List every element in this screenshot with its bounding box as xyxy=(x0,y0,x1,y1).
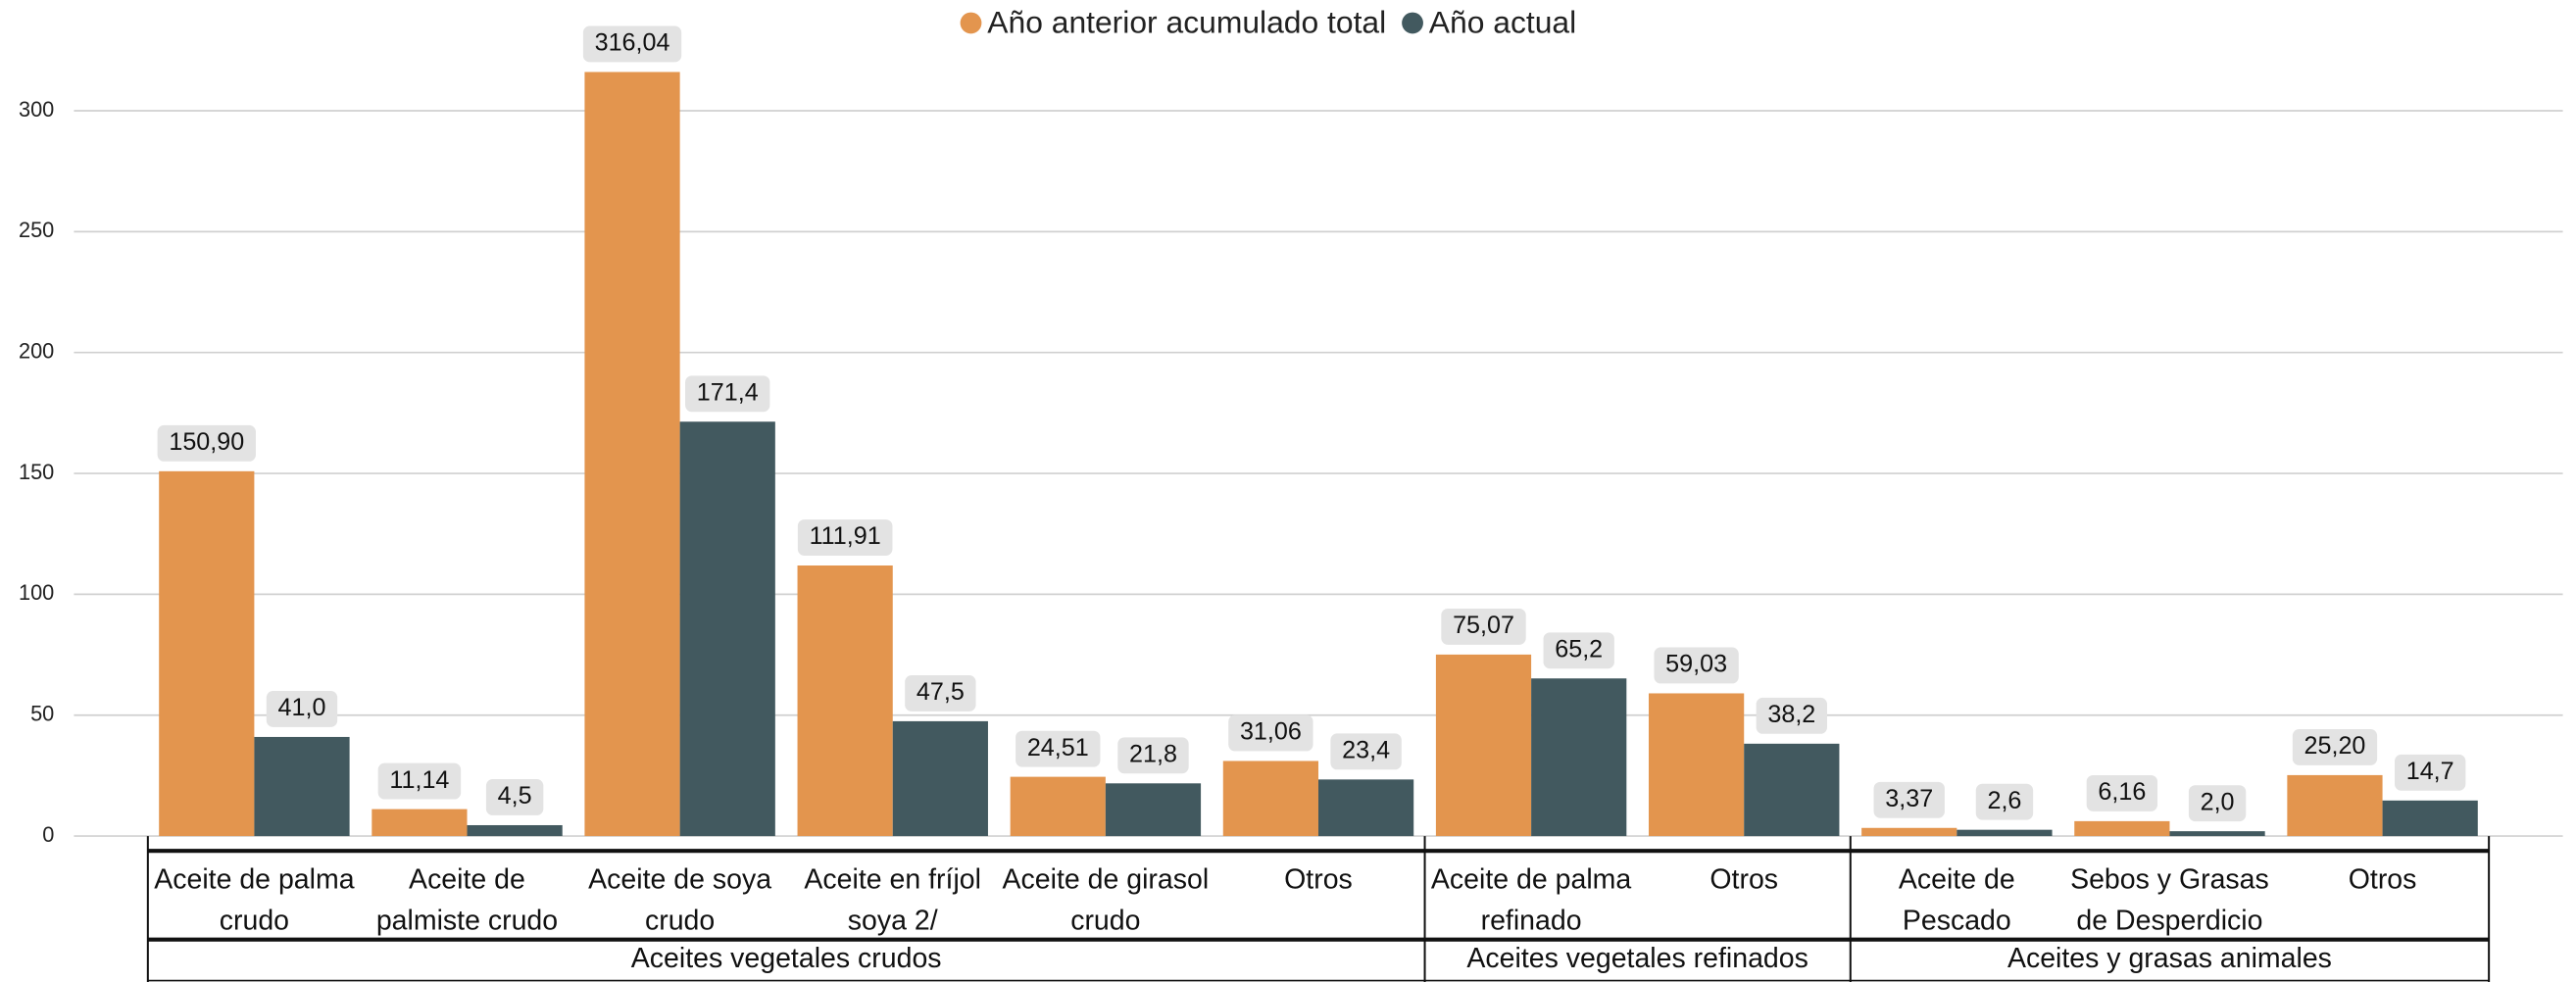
value-label-bg xyxy=(2394,754,2466,791)
bar xyxy=(1222,761,1318,837)
value-label: 65,2 xyxy=(1555,635,1603,663)
bar xyxy=(1010,776,1106,837)
bar xyxy=(2074,820,2170,837)
bar xyxy=(1861,827,1957,837)
bar xyxy=(1435,654,1532,837)
value-label-bg xyxy=(2292,728,2378,765)
value-label-bg xyxy=(2188,785,2247,822)
value-label: 11,14 xyxy=(389,766,449,794)
value-label-bg xyxy=(485,779,544,815)
value-label: 6,16 xyxy=(2098,778,2146,806)
x-tick-label: Otros xyxy=(1284,863,1353,896)
legend-label: Año actual xyxy=(1429,5,1576,40)
bar xyxy=(1531,678,1627,837)
value-label: 4,5 xyxy=(498,782,532,810)
x-tick-label: Otros xyxy=(2348,863,2417,896)
value-label: 171,4 xyxy=(697,378,759,406)
bar xyxy=(679,421,775,837)
value-label-bg xyxy=(905,674,976,712)
y-tick-label: 150 xyxy=(19,460,54,484)
y-tick-label: 250 xyxy=(19,218,54,242)
x-tick-label: Aceite de soya crudo xyxy=(588,863,772,937)
x-tick-label: Otros xyxy=(1709,863,1779,896)
value-label-bg xyxy=(377,762,462,800)
bar xyxy=(1957,829,2053,837)
legend-swatch xyxy=(960,12,982,34)
value-label: 111,91 xyxy=(810,522,881,550)
value-label: 31,06 xyxy=(1240,718,1302,746)
bar xyxy=(372,809,468,837)
value-label: 23,4 xyxy=(1342,737,1390,764)
value-label-bg xyxy=(685,375,770,413)
bar xyxy=(1744,743,1840,837)
group-label: Aceites vegetales crudos xyxy=(630,943,942,974)
y-tick-label: 50 xyxy=(30,701,54,725)
value-label-bg xyxy=(1543,632,1614,669)
bar xyxy=(584,72,680,837)
bar xyxy=(2169,831,2265,837)
value-label-bg xyxy=(157,424,256,462)
value-label: 14,7 xyxy=(2406,758,2454,785)
value-label-bg xyxy=(1975,783,2034,820)
value-label-bg xyxy=(1654,647,1739,684)
value-label-bg xyxy=(1117,737,1189,774)
bar xyxy=(159,470,255,837)
bar xyxy=(467,824,563,837)
value-label: 150,90 xyxy=(169,428,244,456)
value-label-bg xyxy=(2086,774,2158,811)
value-label: 38,2 xyxy=(1767,701,1815,728)
y-tick-label: 0 xyxy=(42,822,54,847)
group-label: Aceites vegetales refinados xyxy=(1466,943,1808,974)
value-label-bg xyxy=(1756,697,1828,734)
value-label-bg xyxy=(1228,714,1313,752)
group-label: Aceites y grasas animales xyxy=(2006,943,2332,974)
bar xyxy=(1105,783,1202,837)
value-label: 21,8 xyxy=(1129,740,1177,767)
y-tick-label: 200 xyxy=(19,338,54,363)
x-tick-label: Aceite de palmiste crudo xyxy=(375,863,559,937)
value-label-bg xyxy=(1330,733,1402,770)
x-tick-label: Aceite de palma crudo xyxy=(154,863,355,937)
value-label: 3,37 xyxy=(1885,785,1933,812)
legend-swatch xyxy=(1402,12,1423,34)
y-tick-label: 100 xyxy=(19,580,54,605)
bar xyxy=(1317,779,1414,837)
value-label: 47,5 xyxy=(916,678,965,706)
value-label-bg xyxy=(1873,781,1945,818)
value-label: 25,20 xyxy=(2304,732,2366,760)
value-label: 24,51 xyxy=(1027,734,1089,761)
x-tick-label: Aceite de palma refinado xyxy=(1430,863,1632,937)
value-label-bg xyxy=(582,25,682,63)
bar xyxy=(797,565,893,837)
value-label-bg xyxy=(797,519,893,556)
value-label-bg xyxy=(266,691,338,727)
value-label: 316,04 xyxy=(595,29,670,57)
legend-label: Año anterior acumulado total xyxy=(987,5,1386,40)
x-tick-label: Sebos y Grasas de Desperdicio xyxy=(2070,863,2269,937)
value-label: 59,03 xyxy=(1665,651,1727,678)
value-label-bg xyxy=(1016,730,1101,767)
value-label: 2,6 xyxy=(1987,787,2021,814)
value-label: 41,0 xyxy=(278,694,326,721)
value-label-bg xyxy=(1441,608,1526,645)
bar xyxy=(254,736,350,837)
value-label: 2,0 xyxy=(2201,788,2235,815)
x-tick-label: Aceite en fríjol soya 2/ xyxy=(804,863,981,937)
bar xyxy=(2287,774,2383,837)
value-label: 75,07 xyxy=(1453,612,1514,639)
bar xyxy=(892,720,988,837)
x-tick-label: Aceite de Pescado xyxy=(1898,863,2015,937)
bar xyxy=(1649,693,1745,837)
x-tick-label: Aceite de girasol crudo xyxy=(1002,863,1210,937)
y-tick-label: 300 xyxy=(19,97,54,122)
bar xyxy=(2382,800,2478,837)
